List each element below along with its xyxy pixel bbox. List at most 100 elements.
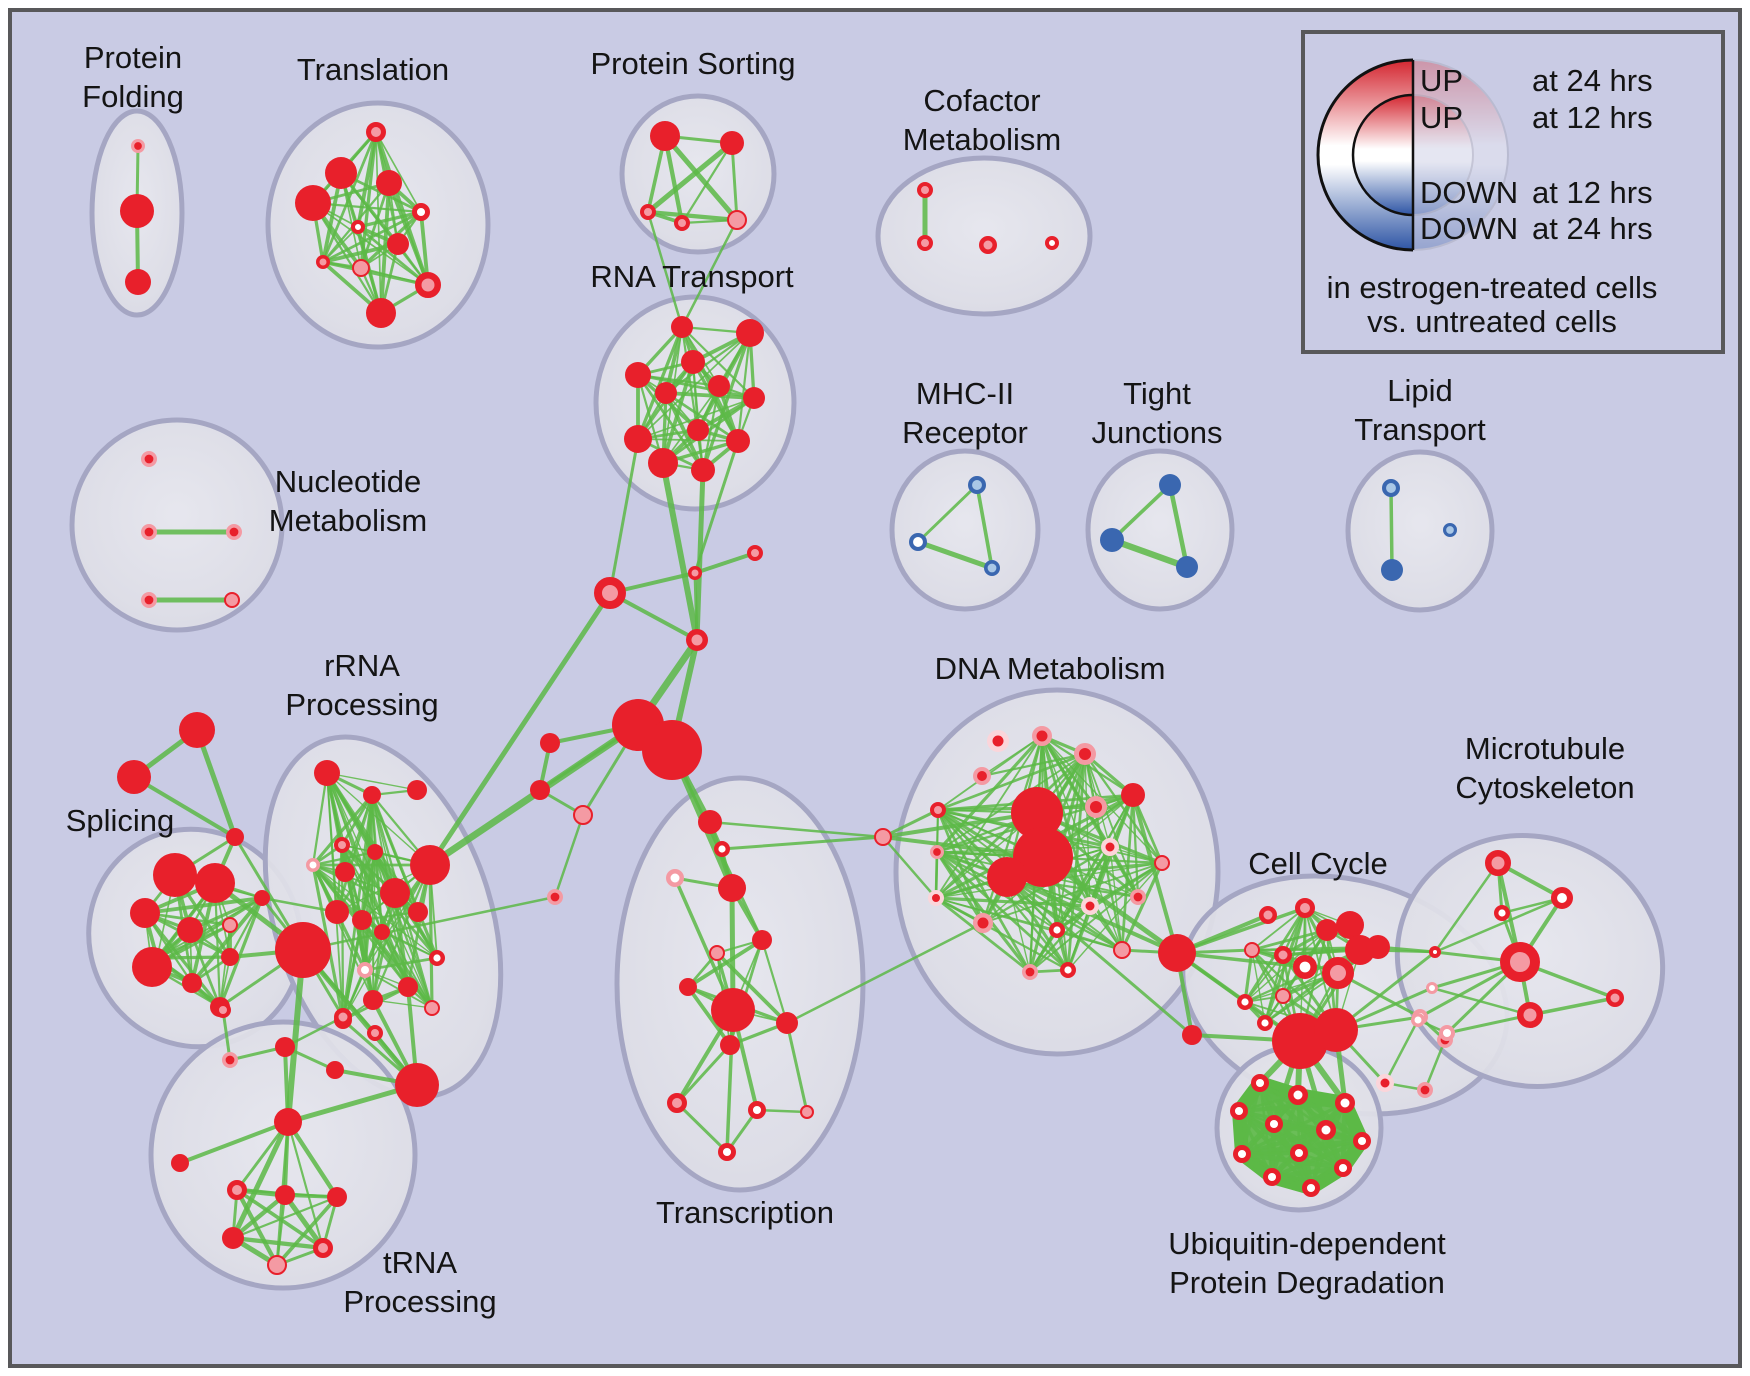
gene-node-lt2 xyxy=(1442,523,1457,538)
interaction-edge xyxy=(326,772,344,1021)
gene-node-tr5 xyxy=(776,1012,798,1034)
interaction-edge xyxy=(1236,1100,1348,1114)
gene-node-x4 xyxy=(686,629,708,651)
gene-node-db1 xyxy=(1011,787,1063,839)
gene-node-n3 xyxy=(226,523,243,540)
interaction-edge xyxy=(275,1195,339,1267)
gene-node-s2 xyxy=(195,863,235,903)
gene-node-rr12 xyxy=(408,902,428,922)
gene-node-cc10 xyxy=(1366,935,1390,959)
cluster-label-lipid-transport: Lipid xyxy=(1387,373,1453,408)
gene-node-t1 xyxy=(366,122,386,142)
gene-node-r10 xyxy=(726,429,750,453)
interaction-edge xyxy=(1108,845,1140,899)
gene-node-tt6 xyxy=(367,1025,383,1041)
gene-node-ti xyxy=(171,1154,189,1172)
gene-node-cc1 xyxy=(1259,906,1277,924)
gene-node-l1 xyxy=(540,733,560,753)
interaction-edge xyxy=(370,793,439,960)
gene-node-cc4 xyxy=(1336,911,1364,939)
interaction-edge xyxy=(708,820,885,839)
cluster-label-transcription: Transcription xyxy=(656,1195,834,1230)
gene-node-mc8 xyxy=(1606,989,1624,1007)
gene-node-c3 xyxy=(979,236,997,254)
gene-node-s8 xyxy=(182,973,202,993)
interaction-edge xyxy=(673,876,735,1012)
gene-node-ps5 xyxy=(727,210,747,230)
cluster-label-lipid-transport: Transport xyxy=(1354,412,1486,447)
interaction-edge xyxy=(285,1119,340,1200)
gene-node-tt4 xyxy=(326,1061,344,1079)
gene-node-st2 xyxy=(117,760,151,794)
gene-node-pf1 xyxy=(130,138,145,153)
interaction-edge xyxy=(660,460,700,643)
gene-node-rr2 xyxy=(363,786,381,804)
gene-node-tj2 xyxy=(1100,528,1124,552)
interaction-edge xyxy=(608,591,699,642)
gene-node-r6 xyxy=(708,375,730,397)
cluster-label-translation: Translation xyxy=(297,52,449,87)
interaction-edge xyxy=(1269,1165,1346,1180)
interaction-edge xyxy=(311,201,423,214)
interaction-edge xyxy=(760,938,789,1025)
gene-node-c1 xyxy=(917,182,933,198)
gene-node-tt5 xyxy=(395,1063,439,1107)
gene-node-cc6 xyxy=(1274,946,1292,964)
interaction-edge xyxy=(1109,846,1163,864)
interaction-edge xyxy=(321,210,423,264)
gene-node-rr14 xyxy=(357,962,373,978)
interaction-edge xyxy=(260,896,339,914)
gene-node-m2 xyxy=(714,841,731,858)
interaction-edge xyxy=(975,483,994,570)
gene-node-d20 xyxy=(1182,1025,1202,1045)
gene-node-st1 xyxy=(179,712,215,748)
interaction-edge xyxy=(230,1235,326,1251)
cluster-label-rna-transport: RNA Transport xyxy=(590,259,794,294)
cluster-label-cofactor-metabolism: Cofactor xyxy=(923,83,1040,118)
gene-node-t2 xyxy=(325,157,357,189)
interaction-edge xyxy=(916,483,979,544)
gene-node-n5 xyxy=(224,592,240,608)
gene-node-st3 xyxy=(226,828,244,846)
gene-node-r12 xyxy=(691,458,715,482)
gene-node-d6 xyxy=(1121,783,1145,807)
interaction-edge xyxy=(725,1008,735,1154)
cluster-label-nucleotide-metabolism: Nucleotide xyxy=(275,464,421,499)
interaction-edge xyxy=(1423,1038,1447,1092)
cluster-label-ubiquitin-degradation: Protein Degradation xyxy=(1169,1265,1445,1300)
interaction-edge xyxy=(1055,928,1124,952)
gene-node-l2 xyxy=(530,780,550,800)
gene-node-x2 xyxy=(688,566,702,580)
gene-node-dbr xyxy=(1158,934,1196,972)
gene-node-h2 xyxy=(642,720,702,780)
gene-node-x3 xyxy=(594,577,626,609)
interaction-edge xyxy=(636,373,756,400)
interaction-edge xyxy=(1389,486,1394,572)
interaction-edge xyxy=(363,956,439,972)
gene-node-mc10 xyxy=(1439,1025,1455,1041)
legend: UP at 24 hrs UP at 12 hrs DOWN at 12 hrs DOWN a… xyxy=(1301,30,1725,354)
gene-node-rr7 xyxy=(367,844,383,860)
interaction-edge xyxy=(143,911,222,1009)
interaction-edge xyxy=(132,775,237,839)
legend-direction-label: UP xyxy=(1420,100,1463,135)
gene-node-r11 xyxy=(648,448,678,478)
legend-time-label: at 12 hrs xyxy=(1532,100,1653,135)
interaction-edge xyxy=(311,850,377,867)
gene-node-s1 xyxy=(153,853,197,897)
interaction-edge xyxy=(1445,1013,1532,1035)
interaction-edge xyxy=(301,895,557,952)
gene-node-hx3 xyxy=(327,1187,347,1207)
cluster-boundary-mhc-ii-receptor xyxy=(889,448,1041,612)
cluster-label-tight-junctions: Tight xyxy=(1123,376,1191,411)
interaction-edge xyxy=(1250,928,1329,952)
gene-node-mc4 xyxy=(1429,946,1441,958)
gene-node-tt1 xyxy=(215,1002,231,1018)
gene-node-tt3 xyxy=(275,1037,295,1057)
cluster-labels: Protein Folding Translation Nucleotide Metab… xyxy=(66,40,1635,1319)
cluster-label-tight-junctions: Junctions xyxy=(1092,415,1223,450)
gene-node-tr7 xyxy=(667,1093,687,1113)
gene-node-s3 xyxy=(130,898,160,928)
gene-node-t6 xyxy=(412,203,431,222)
